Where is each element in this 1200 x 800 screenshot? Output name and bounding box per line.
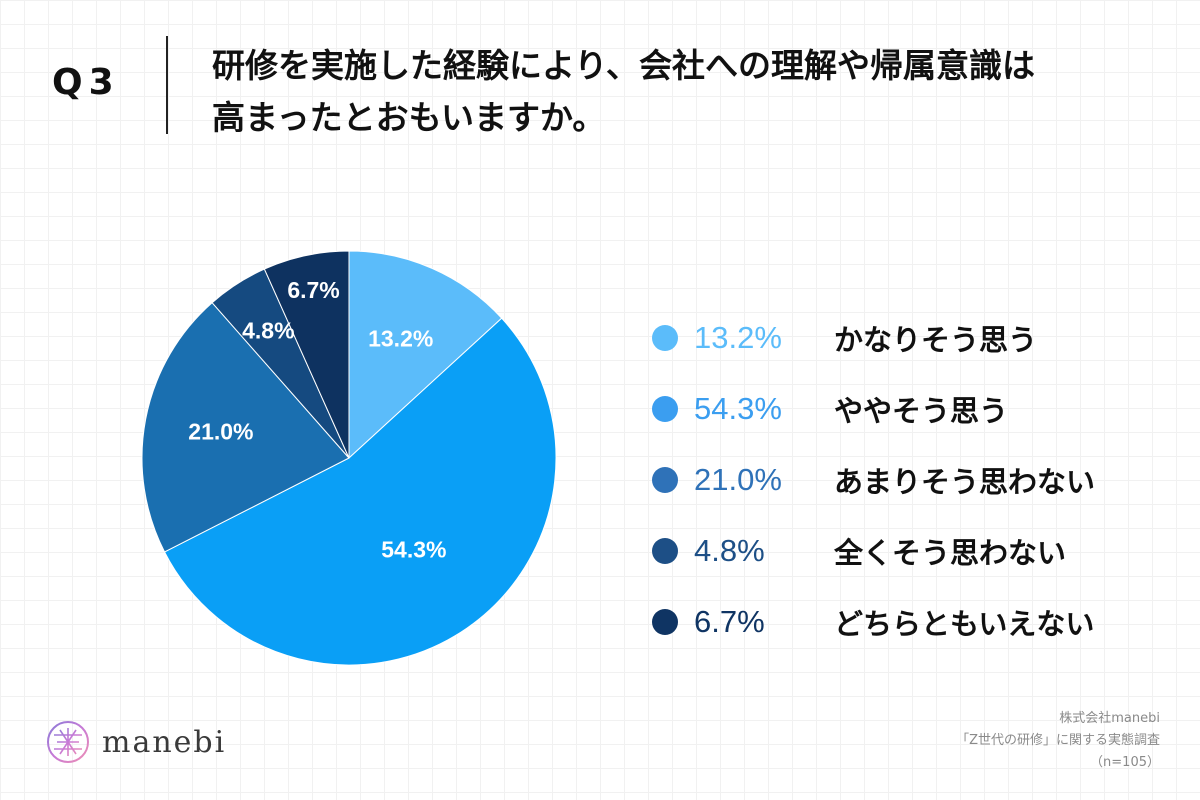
pie-chart: 13.2% 54.3% 21.0% 4.8% 6.7% bbox=[141, 250, 557, 666]
legend-percent: 4.8% bbox=[694, 532, 765, 568]
legend-dot bbox=[652, 537, 678, 564]
source-survey: 「Z世代の研修」に関する実態調査 bbox=[956, 733, 1160, 748]
legend-percent: 54.3% bbox=[694, 390, 782, 426]
legend-percent: 21.0% bbox=[694, 461, 782, 497]
legend-label: ややそう思う bbox=[834, 393, 1009, 428]
legend-dot bbox=[652, 466, 678, 493]
title-line-1: 研修を実施した経験により、会社への理解や帰属意識は bbox=[212, 46, 1036, 85]
legend-label: あまりそう思わない bbox=[834, 464, 1096, 499]
source-note: 株式会社manebi 「Z世代の研修」に関する実態調査 （n=105） bbox=[956, 708, 1160, 774]
legend-dot bbox=[652, 608, 678, 635]
legend-dot bbox=[652, 395, 678, 422]
legend-item: 21.0% あまりそう思わない bbox=[652, 444, 1192, 515]
source-company: 株式会社manebi bbox=[1059, 711, 1160, 726]
legend-label: かなりそう思う bbox=[834, 322, 1038, 357]
pie-slice bbox=[141, 302, 350, 553]
legend-item: 6.7% どちらともいえない bbox=[652, 586, 1192, 657]
pie-slice-label: 6.7% bbox=[287, 277, 339, 303]
logo-wordmark: manebi bbox=[102, 724, 227, 760]
pie-slice-label: 21.0% bbox=[188, 419, 253, 445]
pie-slice bbox=[263, 250, 350, 459]
pie-slice-label: 54.3% bbox=[381, 537, 446, 563]
title-line-2: 高まったとおもいますか。 bbox=[212, 98, 606, 137]
legend-item: 54.3% ややそう思う bbox=[652, 373, 1192, 444]
legend-label: どちらともいえない bbox=[834, 606, 1095, 641]
legend-item: 13.2% かなりそう思う bbox=[652, 302, 1192, 373]
question-label: Q3 bbox=[52, 62, 120, 103]
pie-slice-label: 4.8% bbox=[242, 318, 294, 344]
manebi-logo: manebi bbox=[44, 718, 226, 766]
pie-slice bbox=[163, 317, 557, 666]
legend: 13.2% かなりそう思う 54.3% ややそう思う 21.0% あまりそう思わ… bbox=[652, 302, 1192, 657]
legend-percent: 6.7% bbox=[694, 603, 765, 639]
legend-label: 全くそう思わない bbox=[834, 535, 1067, 570]
pie-slice bbox=[348, 250, 503, 460]
source-sample: （n=105） bbox=[1090, 755, 1160, 770]
page-title: 研修を実施した経験により、会社への理解や帰属意識は 高まったとおもいますか。 bbox=[212, 40, 1172, 144]
title-divider bbox=[166, 36, 168, 134]
manebi-logo-icon bbox=[47, 721, 89, 763]
legend-percent: 13.2% bbox=[694, 319, 782, 355]
legend-dot bbox=[652, 324, 678, 351]
legend-item: 4.8% 全くそう思わない bbox=[652, 515, 1192, 586]
pie-slice-label: 13.2% bbox=[368, 326, 433, 352]
